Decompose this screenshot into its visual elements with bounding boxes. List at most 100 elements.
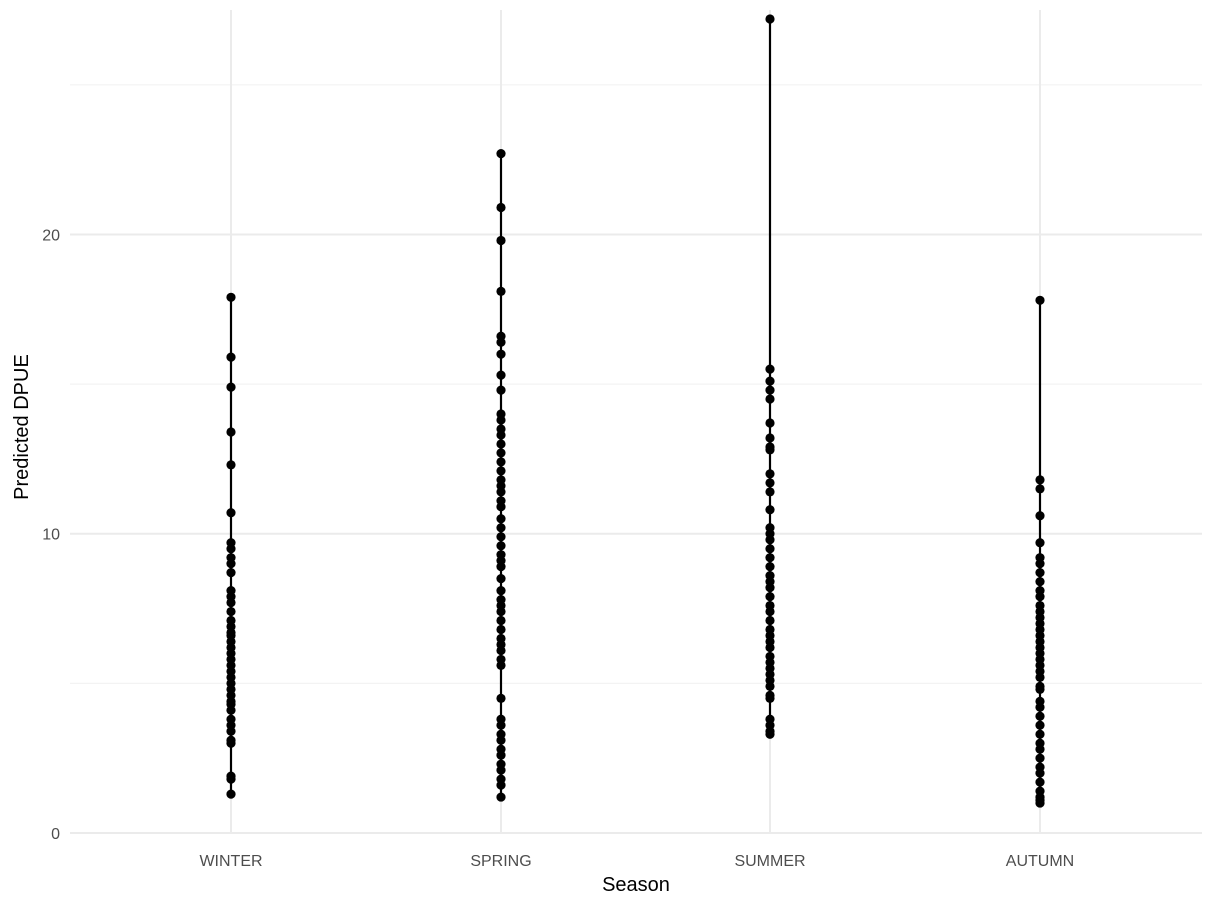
data-point: [765, 729, 775, 739]
data-point: [765, 681, 775, 691]
data-point: [1035, 475, 1045, 485]
data-point: [765, 615, 775, 626]
data-point: [226, 292, 236, 302]
data-point: [765, 364, 775, 374]
data-point: [226, 544, 236, 554]
x-tick-label-spring: SPRING: [470, 853, 531, 870]
data-point: [765, 693, 775, 703]
data-point: [496, 235, 506, 246]
data-point: [765, 535, 775, 545]
data-point: [226, 705, 236, 715]
data-point: [1035, 484, 1045, 494]
data-point: [496, 514, 506, 524]
data-point: [496, 720, 506, 730]
data-point: [226, 559, 236, 569]
data-point: [1035, 538, 1045, 548]
data-point: [1035, 753, 1045, 763]
data-point: [496, 502, 506, 512]
y-tick-label: 0: [51, 826, 60, 843]
data-point: [226, 352, 236, 362]
data-point: [496, 780, 506, 790]
data-point: [496, 149, 506, 159]
data-point: [496, 750, 506, 760]
data-point: [1035, 777, 1045, 787]
data-point: [496, 574, 506, 584]
data-point: [765, 591, 775, 602]
data-point: [1035, 729, 1045, 739]
data-point: [1035, 511, 1045, 521]
data-point: [496, 693, 506, 703]
data-point: [496, 792, 506, 802]
x-tick-label-summer: SUMMER: [734, 853, 805, 870]
data-point: [496, 466, 506, 476]
data-point: [496, 532, 506, 542]
y-tick-label: 10: [42, 527, 60, 544]
data-point: [496, 349, 506, 359]
data-point: [496, 448, 506, 458]
data-series: [226, 14, 1045, 808]
data-point: [496, 645, 506, 656]
data-point: [765, 582, 775, 593]
data-point: [765, 385, 775, 395]
data-point: [765, 553, 775, 563]
series-winter: [226, 292, 236, 799]
data-point: [226, 606, 236, 617]
data-point: [765, 478, 775, 488]
x-axis-title: Season: [602, 874, 670, 896]
data-point: [1035, 568, 1045, 578]
data-point: [765, 433, 775, 443]
data-point: [1035, 744, 1045, 754]
data-point: [765, 562, 775, 572]
data-point: [765, 505, 775, 515]
data-point: [765, 606, 775, 617]
data-point: [496, 286, 506, 296]
data-point: [496, 202, 506, 213]
data-point: [1035, 559, 1045, 569]
data-point: [1035, 295, 1045, 305]
data-point: [496, 439, 506, 449]
data-point: [496, 523, 506, 533]
data-point: [496, 385, 506, 395]
data-point: [765, 14, 775, 24]
series-autumn: [1035, 295, 1045, 808]
data-point: [496, 660, 506, 671]
data-point: [1035, 591, 1045, 602]
data-point: [496, 370, 506, 380]
data-point: [226, 597, 236, 608]
data-point: [496, 606, 506, 617]
data-point: [496, 615, 506, 626]
data-point: [496, 415, 506, 425]
x-tick-label-winter: WINTER: [199, 853, 262, 870]
series-summer: [765, 14, 775, 739]
grid: [70, 10, 1202, 834]
data-point: [226, 789, 236, 799]
data-point: [765, 544, 775, 554]
data-point: [226, 774, 236, 784]
data-point: [226, 726, 236, 736]
data-point: [765, 418, 775, 428]
data-point: [1035, 768, 1045, 778]
data-point: [496, 430, 506, 440]
data-point: [765, 469, 775, 479]
data-point: [496, 562, 506, 572]
data-point: [226, 738, 236, 748]
y-tick-label: 20: [42, 227, 60, 244]
data-point: [765, 445, 775, 455]
data-point: [496, 765, 506, 775]
data-point: [765, 394, 775, 404]
data-point: [226, 427, 236, 437]
data-point: [496, 624, 506, 635]
data-point: [1035, 798, 1045, 808]
data-point: [496, 735, 506, 745]
data-point: [1035, 720, 1045, 730]
data-point: [226, 382, 236, 392]
data-point: [226, 508, 236, 518]
series-spring: [496, 149, 506, 802]
data-point: [1035, 702, 1045, 712]
data-point: [765, 642, 775, 653]
data-point: [226, 460, 236, 470]
data-point: [765, 487, 775, 497]
axis-ticks: 0 10 20 WINTER SPRING SUMMER AUTUMN: [42, 227, 1074, 870]
data-point: [496, 487, 506, 497]
